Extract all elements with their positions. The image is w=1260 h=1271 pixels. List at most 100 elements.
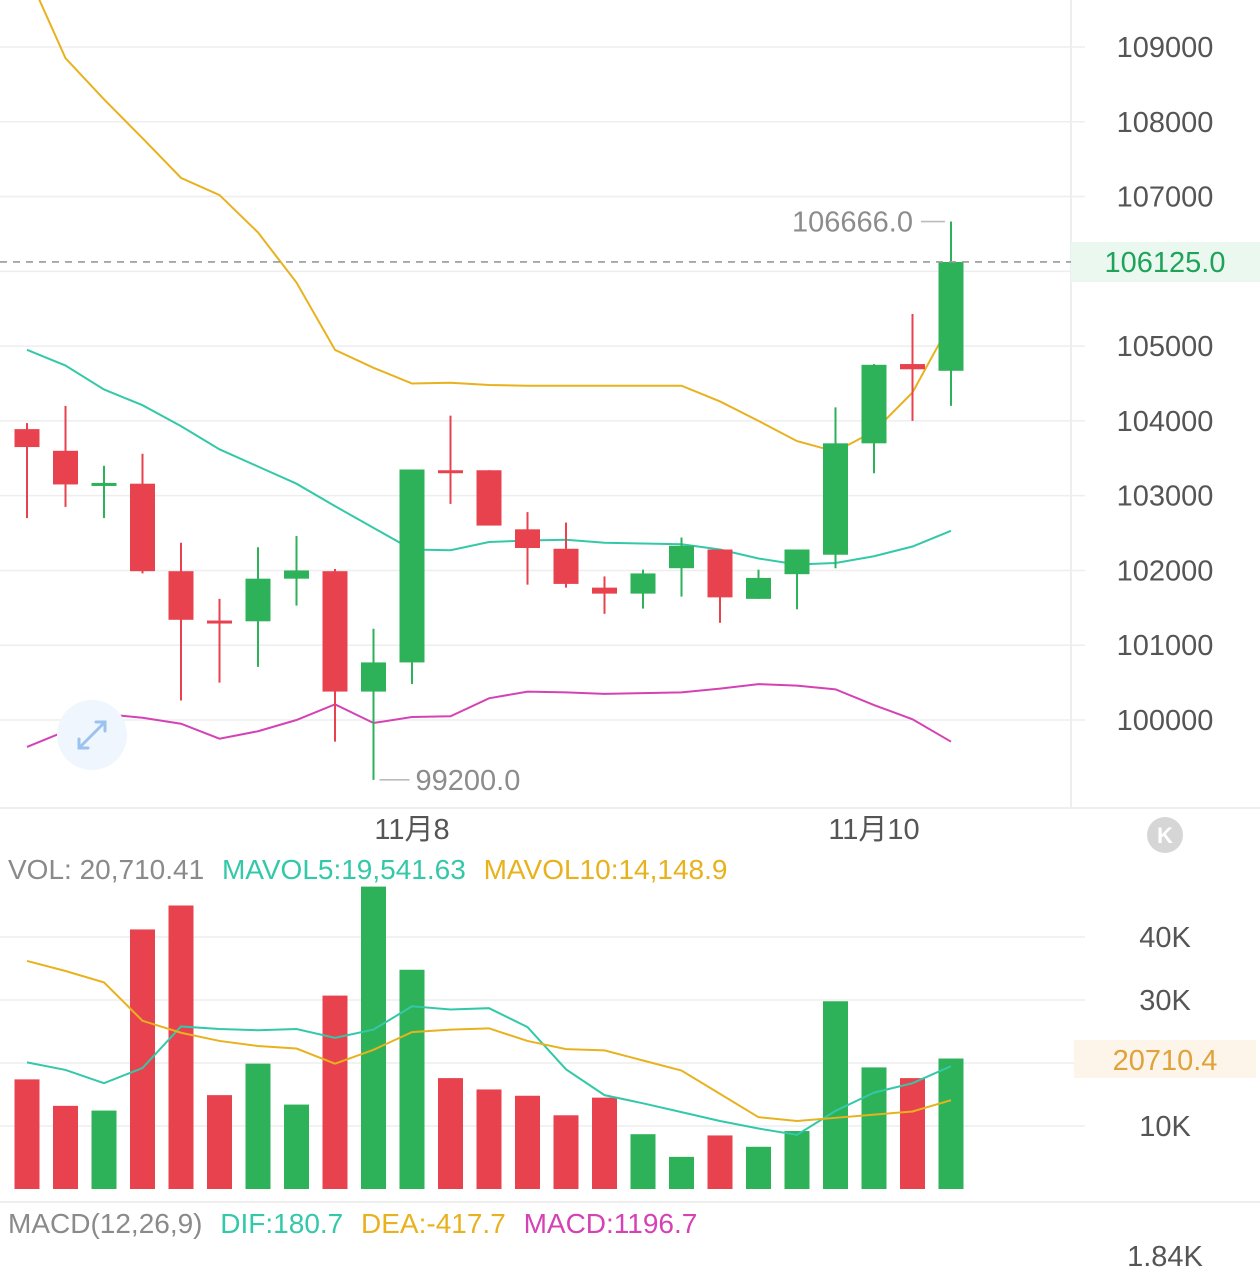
current-price-label: 106125.0 (1105, 247, 1226, 279)
candlestick-series (14, 221, 964, 780)
candle-body (168, 571, 194, 620)
candle-body (53, 450, 78, 485)
candle (900, 313, 925, 421)
volume-bar (168, 905, 194, 1189)
price-axis: 109000 108000 107000 105000 104000 103000 1020… (1117, 32, 1214, 737)
candle (553, 522, 579, 588)
volume-bar (322, 995, 348, 1189)
candle-body (130, 483, 155, 572)
volume-bar (553, 1115, 579, 1189)
candle-body (322, 571, 348, 692)
candle (130, 453, 155, 574)
candle-body (361, 662, 386, 692)
candle-body (707, 549, 733, 598)
volume-bar (207, 1095, 232, 1189)
candle-body (284, 570, 309, 579)
price-tick-label: 102000 (1117, 555, 1214, 587)
volume-bars (14, 886, 964, 1189)
vol-label: VOL: 20,710.41 (8, 854, 204, 885)
candle (91, 465, 117, 519)
candle (707, 549, 733, 623)
volume-bar (592, 1097, 617, 1189)
candle (746, 569, 771, 599)
dea-label: DEA:-417.7 (361, 1208, 506, 1239)
candle (361, 628, 386, 780)
volume-ma-lines (26, 959, 952, 1136)
volume-bar (53, 1105, 78, 1189)
candle-body (438, 470, 463, 474)
price-tick-label: 100000 (1117, 705, 1214, 737)
candle (630, 569, 656, 609)
volume-bar (707, 1135, 733, 1189)
volume-bar (746, 1146, 771, 1189)
volume-bar (669, 1156, 694, 1189)
candle (938, 221, 964, 406)
candle (592, 576, 617, 614)
volume-tick-label: 40K (1139, 922, 1191, 954)
volume-bar (861, 1067, 887, 1189)
dif-label: DIF:180.7 (220, 1208, 343, 1239)
volume-bar (900, 1078, 925, 1189)
volume-bar (14, 1079, 40, 1189)
date-label: 11月10 (828, 814, 919, 846)
candle-body (861, 364, 887, 444)
mavol10-label: MAVOL10:14,148.9 (484, 854, 728, 885)
candle-body (746, 577, 771, 599)
candle (245, 547, 271, 667)
volume-axis: 40K 30K 10K (1139, 922, 1191, 1143)
price-tick-label: 101000 (1117, 630, 1214, 662)
candle-body (784, 549, 810, 575)
kline-icon[interactable]: K (1147, 817, 1183, 853)
mavol5-line (26, 1005, 952, 1136)
volume-bar (938, 1058, 964, 1189)
candle (284, 536, 309, 606)
volume-bar (630, 1134, 656, 1189)
volume-bar (284, 1104, 309, 1189)
date-axis: 11月8 11月10 (374, 814, 919, 846)
candle-body (207, 620, 232, 624)
volume-bar (476, 1089, 502, 1189)
current-price-badge (1071, 241, 1260, 282)
volume-bar (784, 1131, 810, 1189)
price-tick-label: 108000 (1117, 107, 1214, 139)
price-grid (0, 46, 1085, 721)
candle (14, 423, 40, 519)
candle-body (14, 429, 40, 448)
volume-tick-label: 10K (1139, 1111, 1191, 1143)
mavol10-line (26, 959, 952, 1122)
moving-average-lines (26, 0, 952, 748)
candle-body (938, 261, 964, 371)
volume-bar (399, 969, 425, 1189)
candle (53, 405, 78, 507)
candle-body (553, 548, 579, 584)
candle (669, 537, 694, 597)
candle (823, 407, 848, 569)
price-tick-label: 109000 (1117, 32, 1214, 64)
price-tick-label: 107000 (1117, 182, 1214, 214)
volume-bar (823, 1001, 848, 1189)
macd-params-label: MACD(12,26,9) (8, 1208, 203, 1239)
macd-axis-label: 1.84K (1127, 1241, 1203, 1271)
svg-text:K: K (1157, 823, 1173, 848)
candle-body (630, 573, 656, 594)
ma-pink-line (26, 683, 952, 748)
macd-legend: MACD(12,26,9) DIF:180.7 DEA:-417.7 MACD:… (8, 1208, 697, 1239)
low-price-label: 99200.0 (416, 765, 521, 797)
candle-body (823, 443, 848, 555)
candle-body (245, 578, 271, 622)
price-tick-label: 104000 (1117, 406, 1214, 438)
date-label: 11月8 (374, 814, 449, 846)
candle (476, 470, 502, 526)
volume-tick-label: 30K (1139, 985, 1191, 1017)
high-price-label: 106666.0 (792, 207, 913, 239)
ma-yellow-line (38, 0, 952, 453)
candle-body (91, 482, 117, 486)
volume-current-badge (1074, 1040, 1256, 1078)
expand-icon[interactable] (57, 700, 127, 770)
candle (438, 415, 463, 504)
candle (861, 364, 887, 474)
candle (399, 469, 425, 685)
candle (322, 568, 348, 742)
candle-body (399, 469, 425, 663)
volume-legend: VOL: 20,710.41 MAVOL5:19,541.63 MAVOL10:… (8, 854, 727, 885)
